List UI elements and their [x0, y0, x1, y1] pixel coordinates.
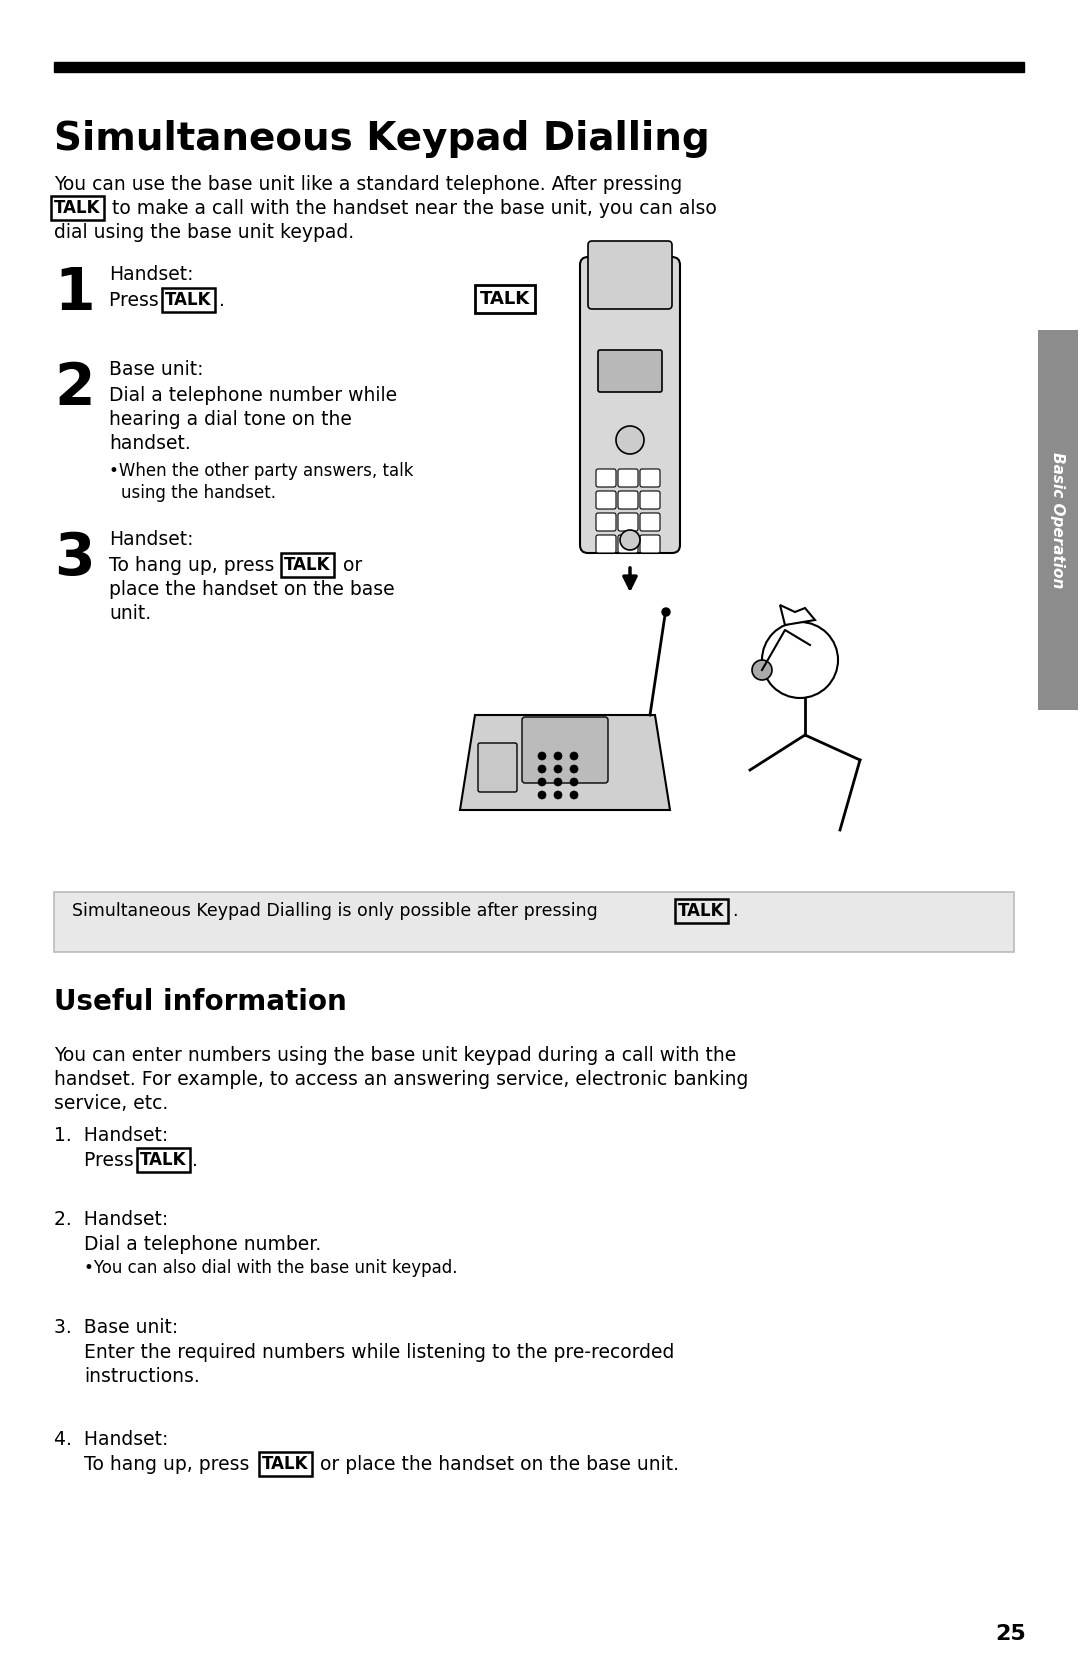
Circle shape — [616, 426, 644, 454]
FancyBboxPatch shape — [618, 536, 638, 552]
Circle shape — [752, 659, 772, 679]
Text: TALK: TALK — [480, 290, 530, 309]
Text: unit.: unit. — [109, 604, 151, 623]
Text: handset.: handset. — [109, 434, 191, 452]
Text: or place the handset on the base unit.: or place the handset on the base unit. — [314, 1455, 679, 1474]
Text: TALK: TALK — [262, 1455, 309, 1474]
Text: 2: 2 — [54, 361, 95, 417]
Text: To hang up, press: To hang up, press — [84, 1455, 255, 1474]
Text: dial using the base unit keypad.: dial using the base unit keypad. — [54, 224, 354, 242]
Text: Simultaneous Keypad Dialling: Simultaneous Keypad Dialling — [54, 120, 710, 159]
FancyBboxPatch shape — [618, 512, 638, 531]
FancyBboxPatch shape — [478, 743, 517, 793]
Circle shape — [554, 764, 562, 773]
FancyBboxPatch shape — [522, 718, 608, 783]
Text: 25: 25 — [996, 1624, 1026, 1644]
Circle shape — [538, 778, 546, 786]
Circle shape — [662, 608, 670, 616]
Text: Dial a telephone number.: Dial a telephone number. — [84, 1235, 321, 1253]
Text: TALK: TALK — [678, 901, 725, 920]
FancyBboxPatch shape — [596, 491, 616, 509]
Text: TALK: TALK — [165, 290, 212, 309]
FancyBboxPatch shape — [618, 491, 638, 509]
FancyBboxPatch shape — [618, 469, 638, 487]
Text: or: or — [337, 556, 362, 576]
Text: Dial a telephone number while: Dial a telephone number while — [109, 386, 397, 406]
Text: •When the other party answers, talk: •When the other party answers, talk — [109, 462, 414, 481]
FancyBboxPatch shape — [640, 469, 660, 487]
Text: handset. For example, to access an answering service, electronic banking: handset. For example, to access an answe… — [54, 1070, 748, 1088]
Circle shape — [538, 753, 546, 759]
Text: place the handset on the base: place the handset on the base — [109, 581, 394, 599]
Text: TALK: TALK — [140, 1152, 187, 1168]
Text: .: . — [732, 901, 738, 920]
FancyBboxPatch shape — [1038, 330, 1078, 709]
Text: 1: 1 — [54, 265, 95, 322]
FancyBboxPatch shape — [640, 536, 660, 552]
Text: instructions.: instructions. — [84, 1367, 200, 1385]
Text: .: . — [219, 290, 225, 310]
Text: service, etc.: service, etc. — [54, 1093, 168, 1113]
Text: Basic Operation: Basic Operation — [1051, 452, 1066, 587]
FancyBboxPatch shape — [640, 512, 660, 531]
Bar — [54, 62, 1024, 72]
Text: Enter the required numbers while listening to the pre-recorded: Enter the required numbers while listeni… — [84, 1344, 674, 1362]
Circle shape — [762, 623, 838, 698]
Text: You can enter numbers using the base unit keypad during a call with the: You can enter numbers using the base uni… — [54, 1046, 737, 1065]
Text: 3.  Base unit:: 3. Base unit: — [54, 1319, 178, 1337]
Circle shape — [554, 791, 562, 799]
Text: Useful information: Useful information — [54, 988, 347, 1016]
Circle shape — [554, 778, 562, 786]
FancyBboxPatch shape — [596, 469, 616, 487]
Polygon shape — [780, 604, 815, 624]
FancyBboxPatch shape — [596, 536, 616, 552]
FancyBboxPatch shape — [596, 512, 616, 531]
Circle shape — [538, 764, 546, 773]
FancyBboxPatch shape — [580, 257, 680, 552]
Text: Base unit:: Base unit: — [109, 361, 203, 379]
Text: Handset:: Handset: — [109, 265, 193, 284]
Circle shape — [570, 791, 578, 799]
Text: 4.  Handset:: 4. Handset: — [54, 1430, 168, 1449]
Circle shape — [570, 778, 578, 786]
Circle shape — [554, 753, 562, 759]
Text: to make a call with the handset near the base unit, you can also: to make a call with the handset near the… — [106, 199, 717, 219]
FancyBboxPatch shape — [598, 350, 662, 392]
Text: •You can also dial with the base unit keypad.: •You can also dial with the base unit ke… — [84, 1258, 458, 1277]
Circle shape — [570, 764, 578, 773]
Text: You can use the base unit like a standard telephone. After pressing: You can use the base unit like a standar… — [54, 175, 683, 194]
Text: Press: Press — [84, 1152, 139, 1170]
FancyBboxPatch shape — [640, 491, 660, 509]
FancyBboxPatch shape — [54, 891, 1014, 951]
Text: .: . — [192, 1152, 198, 1170]
Text: TALK: TALK — [54, 199, 100, 217]
Circle shape — [538, 791, 546, 799]
Text: using the handset.: using the handset. — [121, 484, 276, 502]
Text: TALK: TALK — [284, 556, 330, 574]
Text: hearing a dial tone on the: hearing a dial tone on the — [109, 411, 352, 429]
Polygon shape — [460, 714, 670, 809]
Text: 2.  Handset:: 2. Handset: — [54, 1210, 168, 1228]
Circle shape — [620, 531, 640, 551]
Text: 1.  Handset:: 1. Handset: — [54, 1127, 168, 1145]
Text: Simultaneous Keypad Dialling is only possible after pressing: Simultaneous Keypad Dialling is only pos… — [72, 901, 604, 920]
FancyBboxPatch shape — [588, 240, 672, 309]
Circle shape — [570, 753, 578, 759]
Text: Handset:: Handset: — [109, 531, 193, 549]
Text: 3: 3 — [54, 531, 95, 587]
Text: Press: Press — [109, 290, 165, 310]
Text: To hang up, press: To hang up, press — [109, 556, 281, 576]
